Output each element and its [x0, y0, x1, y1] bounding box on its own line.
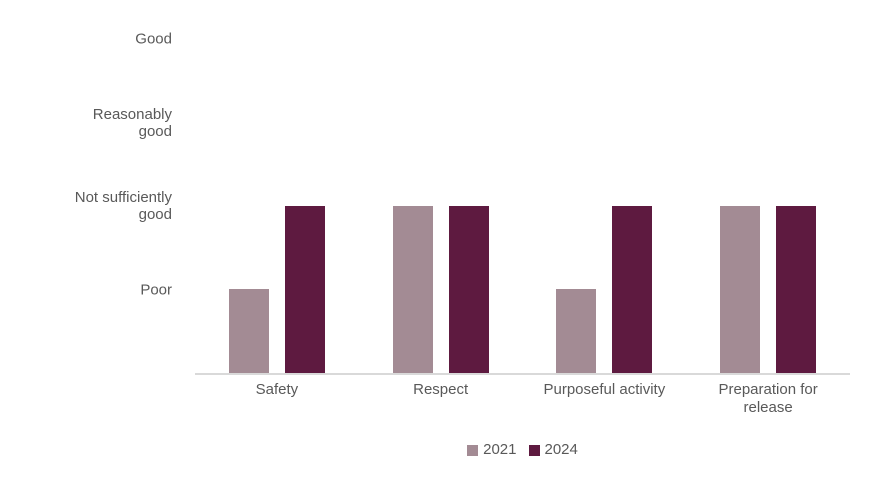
x-label-purposeful-activity: Purposeful activity	[543, 381, 666, 398]
legend-swatch-2021	[467, 444, 479, 456]
x-label-safety: Safety	[255, 381, 299, 398]
legend-label-2024: 2024	[544, 441, 578, 458]
legend-swatch-2024	[528, 444, 540, 456]
y-tick-label-poor: Poor	[140, 281, 172, 298]
bar-2024-purposeful-activity	[612, 206, 653, 373]
plot-area	[195, 0, 850, 375]
bar-group-purposeful-activity	[523, 0, 687, 373]
bar-group-preparation-for-release	[686, 0, 850, 373]
legend-label-2021: 2021	[483, 441, 517, 458]
bar-group-respect	[359, 0, 523, 373]
bar-2021-purposeful-activity	[556, 289, 597, 373]
chart-legend: 2021 2024	[195, 442, 850, 458]
x-axis-labels: Safety Respect Purposeful activity Preparat…	[195, 381, 850, 417]
bar-2021-safety	[228, 289, 269, 373]
x-label-preparation-for-release: Preparation for release	[718, 381, 818, 416]
y-tick-label-good: Good	[135, 30, 172, 48]
x-label-respect: Respect	[413, 381, 469, 398]
legend-item-2024: 2024	[528, 441, 578, 458]
bar-2024-respect	[448, 206, 489, 373]
y-tick-label-reasonably-good: Reasonably good	[92, 105, 172, 140]
bar-group-safety	[195, 0, 359, 373]
legend-item-2021: 2021	[467, 441, 517, 458]
bar-2021-respect	[392, 206, 433, 373]
y-tick-label-not-sufficiently-good: Not sufficiently good	[74, 189, 172, 223]
bar-2024-preparation-for-release	[776, 206, 817, 373]
bar-2021-preparation-for-release	[720, 206, 761, 373]
bar-2024-safety	[284, 206, 325, 373]
